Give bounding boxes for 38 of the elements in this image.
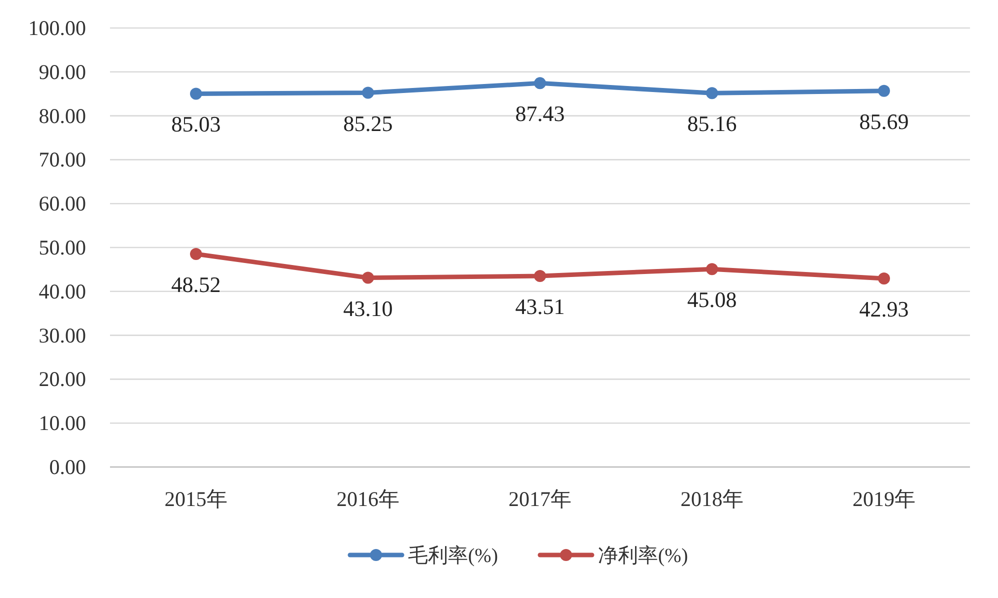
y-tick-label: 80.00 bbox=[38, 104, 86, 128]
y-tick-label: 60.00 bbox=[38, 192, 86, 216]
y-tick-label: 70.00 bbox=[38, 148, 86, 172]
point bbox=[362, 86, 374, 99]
data-label: 85.16 bbox=[687, 111, 737, 136]
data-label: 45.08 bbox=[687, 287, 737, 312]
data-label: 48.52 bbox=[171, 272, 221, 297]
y-tick-label: 100.00 bbox=[28, 16, 86, 40]
x-tick-label: 2016年 bbox=[336, 487, 400, 511]
x-tick-label: 2015年 bbox=[164, 487, 228, 511]
point bbox=[362, 272, 374, 284]
data-label: 43.10 bbox=[343, 296, 393, 321]
data-label: 85.69 bbox=[859, 108, 909, 134]
x-tick-label: 2017年 bbox=[508, 487, 572, 511]
point bbox=[878, 272, 890, 285]
x-tick-label: 2018年 bbox=[680, 487, 744, 511]
y-tick-label: 20.00 bbox=[38, 367, 86, 392]
data-label: 42.93 bbox=[859, 296, 909, 322]
legend-label: 净利率(%) bbox=[598, 545, 688, 567]
y-tick-label: 50.00 bbox=[38, 236, 86, 260]
legend-label: 毛利率(%) bbox=[408, 545, 498, 567]
point bbox=[878, 84, 890, 97]
point bbox=[534, 77, 546, 90]
point bbox=[706, 87, 718, 100]
y-tick-label: 10.00 bbox=[38, 411, 86, 436]
point bbox=[706, 263, 718, 276]
y-tick-label: 40.00 bbox=[38, 279, 86, 304]
point bbox=[190, 248, 202, 260]
x-tick-label: 2019年 bbox=[852, 487, 916, 511]
data-label: 43.51 bbox=[515, 294, 565, 319]
y-tick-label: 0.00 bbox=[49, 455, 86, 479]
point bbox=[190, 88, 202, 100]
y-tick-label: 30.00 bbox=[38, 323, 86, 348]
data-label: 87.43 bbox=[515, 101, 565, 126]
point bbox=[534, 270, 546, 282]
data-label: 85.03 bbox=[171, 112, 221, 137]
data-label: 85.25 bbox=[343, 110, 393, 136]
y-tick-label: 90.00 bbox=[38, 60, 86, 84]
